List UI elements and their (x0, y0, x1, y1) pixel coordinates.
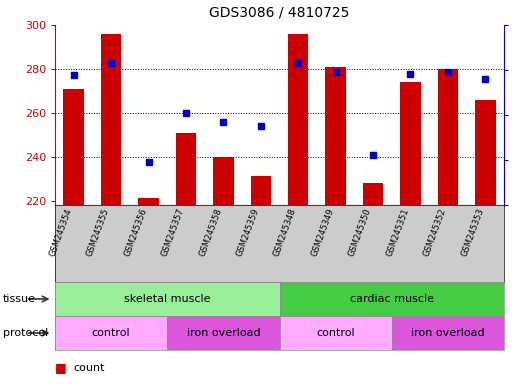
Point (182, 110, 190, 116)
Bar (280, 282, 504, 316)
Text: ■: ■ (55, 382, 67, 384)
Point (256, 123, 265, 129)
Text: cardiac muscle: cardiac muscle (350, 294, 434, 304)
Point (107, 60, 115, 66)
Text: GDS3086 / 4810725: GDS3086 / 4810725 (209, 6, 350, 20)
Text: skeletal muscle: skeletal muscle (124, 294, 210, 304)
Text: protocol: protocol (3, 328, 48, 338)
Bar (400, 82, 421, 205)
Text: GSM245350: GSM245350 (347, 207, 373, 257)
Bar (392, 316, 504, 350)
Bar (175, 132, 196, 205)
Point (406, 71, 415, 77)
Bar (250, 177, 271, 205)
Text: GSM245356: GSM245356 (123, 207, 149, 257)
Text: GSM245351: GSM245351 (385, 207, 410, 257)
Point (369, 152, 377, 158)
Text: count: count (73, 363, 105, 373)
Bar (213, 157, 233, 205)
Bar (475, 99, 496, 205)
Point (331, 69, 340, 75)
Bar (64, 89, 84, 205)
Text: GSM245355: GSM245355 (85, 207, 111, 257)
Text: control: control (317, 328, 355, 338)
Text: GSM245349: GSM245349 (310, 207, 336, 257)
Bar (288, 34, 308, 205)
Text: GSM245357: GSM245357 (160, 207, 186, 257)
Text: iron overload: iron overload (411, 328, 485, 338)
Bar (167, 316, 280, 350)
Text: GSM245348: GSM245348 (272, 207, 298, 257)
Text: GSM245359: GSM245359 (235, 207, 261, 257)
Text: GSM245353: GSM245353 (460, 207, 485, 257)
Text: GSM245358: GSM245358 (198, 207, 223, 257)
Point (294, 60, 302, 66)
Text: control: control (92, 328, 130, 338)
Bar (138, 199, 159, 205)
Point (481, 76, 489, 82)
Point (219, 119, 227, 125)
Point (145, 159, 153, 165)
Text: tissue: tissue (3, 294, 35, 304)
Text: GSM245352: GSM245352 (422, 207, 448, 257)
Bar (55, 316, 167, 350)
Bar (363, 183, 383, 205)
Bar (280, 316, 392, 350)
Point (444, 69, 452, 75)
Point (70, 72, 78, 78)
Text: ■: ■ (55, 361, 67, 374)
Bar (438, 69, 458, 205)
Bar (55, 282, 280, 316)
Text: iron overload: iron overload (187, 328, 260, 338)
Bar (101, 34, 122, 205)
Text: GSM245354: GSM245354 (48, 207, 74, 257)
Bar (325, 67, 346, 205)
